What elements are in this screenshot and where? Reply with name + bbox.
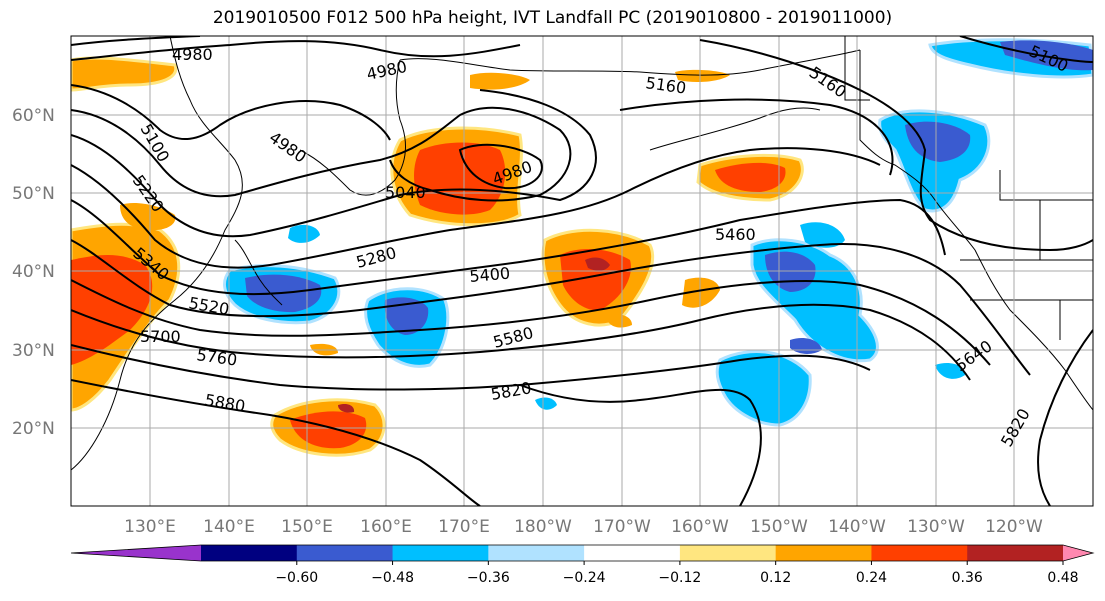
- colorbar-segment: [584, 545, 681, 561]
- coastlines: [71, 36, 1093, 471]
- colorbar-segment: [775, 545, 872, 561]
- lon-tick: 170°E: [438, 517, 490, 537]
- lon-tick: 170°W: [593, 517, 651, 537]
- colorbar: −0.60 −0.48 −0.36 −0.24 −0.12 0.12 0.24 0.36 0.4…: [70, 544, 1095, 586]
- lon-tick: 160°E: [360, 517, 412, 537]
- lat-tick: 20°N: [12, 419, 55, 439]
- lon-tick: 130°E: [124, 517, 176, 537]
- contour-label: 5040: [385, 183, 426, 202]
- colorbar-segment: [296, 545, 394, 561]
- colorbar-tick-label: −0.36: [467, 570, 510, 586]
- map-frame: [70, 35, 1094, 507]
- lon-tick: 150°W: [750, 517, 808, 537]
- lat-tick: 40°N: [12, 262, 55, 282]
- colorbar-extension-low: [71, 545, 201, 561]
- colorbar-segment: [967, 545, 1064, 561]
- colorbar-segment: [201, 545, 298, 561]
- lon-tick: 160°W: [671, 517, 729, 537]
- colorbar-tick-label: −0.24: [563, 570, 606, 586]
- colorbar-tick-label: −0.48: [371, 570, 414, 586]
- lat-tick: 50°N: [12, 184, 55, 204]
- lon-tick: 140°E: [203, 517, 255, 537]
- map-title: 2019010500 F012 500 hPa height, IVT Land…: [212, 8, 893, 28]
- colorbar-segment: [392, 545, 489, 561]
- colorbar-segment: [679, 545, 777, 561]
- latitude-ticks: 60°N 50°N 40°N 30°N 20°N: [12, 106, 55, 439]
- colorbar-tick-label: 0.36: [952, 570, 983, 586]
- lat-tick: 60°N: [12, 106, 55, 126]
- lon-tick: 140°W: [828, 517, 886, 537]
- lon-tick: 150°E: [281, 517, 333, 537]
- contour-label: 5700: [140, 327, 181, 346]
- lon-tick: 120°W: [985, 517, 1043, 537]
- longitude-ticks: 130°E 140°E 150°E 160°E 170°E 180°W 170°…: [124, 517, 1043, 537]
- colorbar-tick-label: 0.24: [856, 570, 887, 586]
- height-contours: [71, 36, 1093, 506]
- lat-tick: 30°N: [12, 341, 55, 361]
- contour-label: 5460: [715, 225, 756, 244]
- colorbar-outline: [70, 544, 1095, 562]
- colorbar-tick-label: −0.12: [658, 570, 701, 586]
- contour-label: 5400: [469, 264, 511, 286]
- lon-tick: 130°W: [907, 517, 965, 537]
- lon-tick: 180°W: [514, 517, 572, 537]
- colorbar-segment: [871, 545, 968, 561]
- contour-label: 4980: [172, 45, 213, 64]
- colorbar-tick-label: 0.12: [760, 570, 791, 586]
- colorbar-tick-label: −0.60: [275, 570, 318, 586]
- colorbar-extension-high: [1063, 545, 1093, 561]
- colorbar-segment: [488, 545, 585, 561]
- colorbar-tick-label: 0.48: [1047, 570, 1078, 586]
